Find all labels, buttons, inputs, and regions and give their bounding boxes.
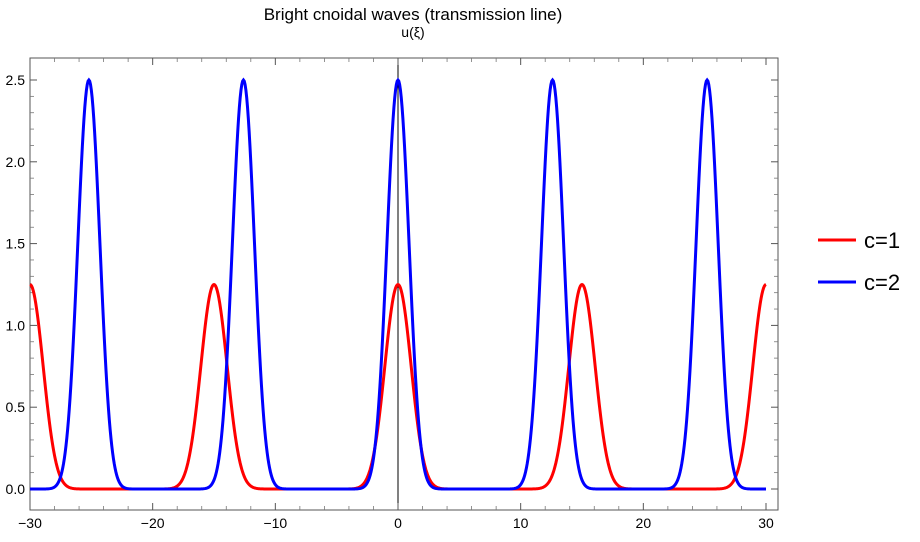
x-tick-label: −20	[141, 515, 165, 531]
y-tick-label: 2.5	[6, 72, 26, 88]
legend-label: c=2	[864, 270, 900, 295]
y-tick-label: 2.0	[6, 154, 26, 170]
x-tick-label: 10	[513, 515, 529, 531]
legend-label: c=1	[864, 228, 900, 253]
x-tick-label: 30	[758, 515, 774, 531]
y-axis-label: u(ξ)	[401, 24, 424, 40]
x-tick-label: 0	[394, 515, 402, 531]
plot-area: −30 −20 −10 0 10 20 30 0.0 0.5 1.0 1.5 2.0 2.5	[6, 57, 779, 531]
series-line-c=2	[30, 77, 766, 491]
y-tick-label: 1.5	[6, 236, 26, 252]
chart-title: Bright cnoidal waves (transmission line)	[264, 5, 563, 24]
x-tick-label: −30	[18, 515, 42, 531]
x-tick-label: −10	[263, 515, 287, 531]
plot-frame	[29, 57, 779, 511]
legend: c=1 c=2	[818, 228, 900, 295]
y-tick-label: 1.0	[6, 317, 26, 333]
y-tick-label: 0.5	[6, 399, 26, 415]
y-tick-label: 0.0	[6, 481, 26, 497]
x-tick-label: 20	[636, 515, 652, 531]
